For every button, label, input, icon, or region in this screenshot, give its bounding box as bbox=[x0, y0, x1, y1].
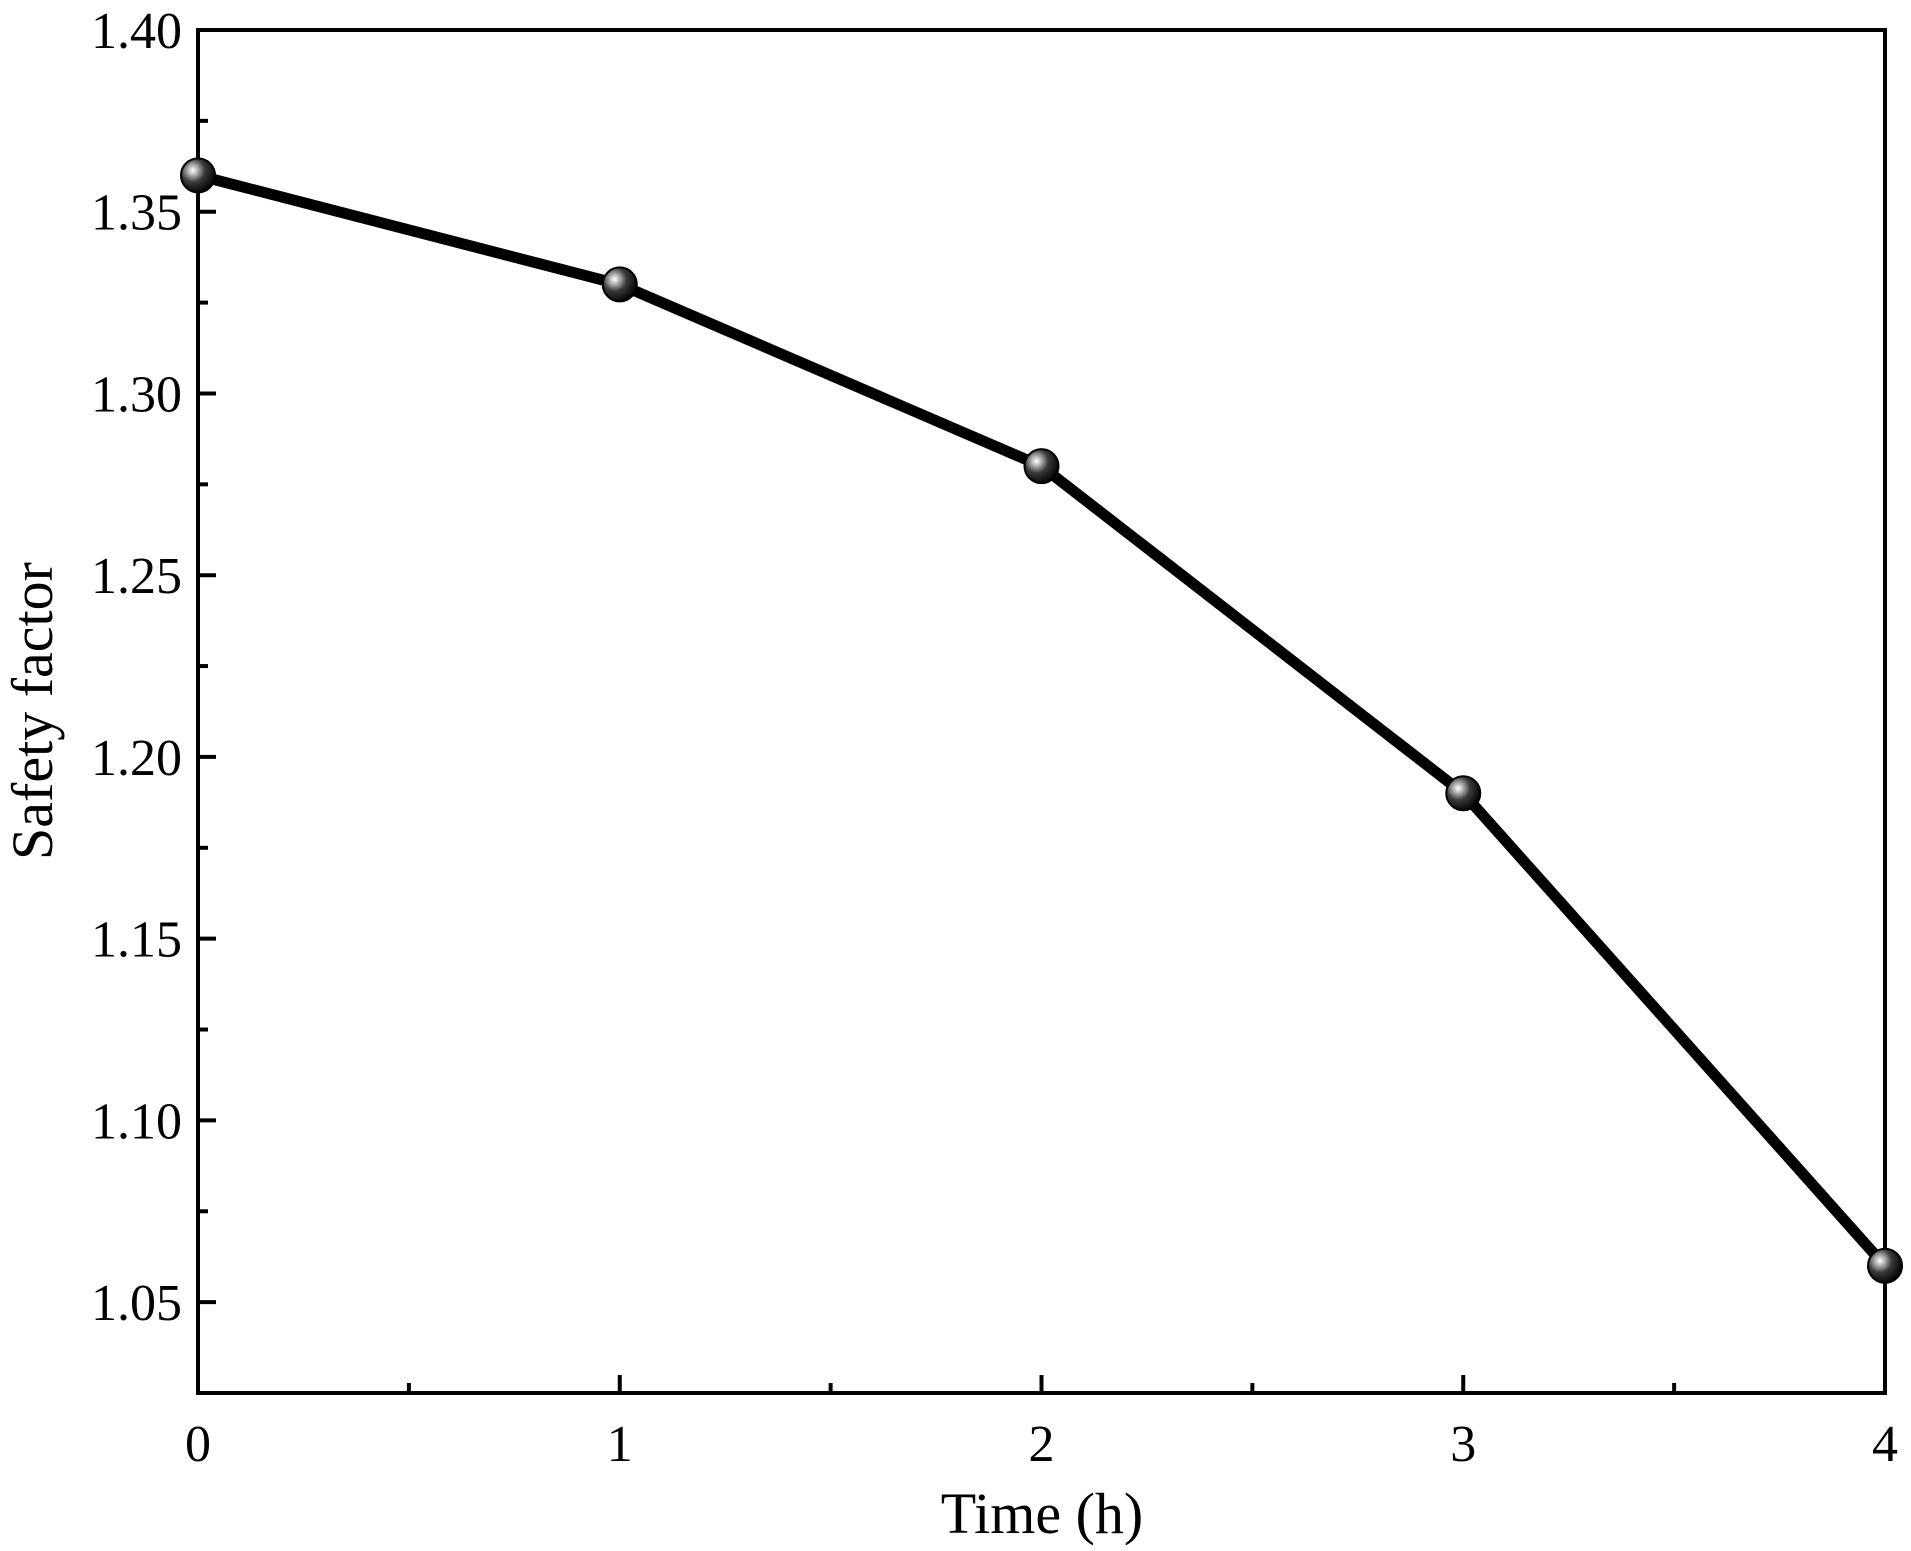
y-tick-label: 1.10 bbox=[91, 1093, 182, 1150]
data-point bbox=[601, 266, 638, 303]
y-tick-label: 1.25 bbox=[91, 548, 182, 605]
x-tick-label: 2 bbox=[1029, 1416, 1055, 1473]
y-tick-label: 1.05 bbox=[91, 1275, 182, 1332]
axis-tick-labels: 0 1 2 3 4 1.05 1.10 1.15 1.20 1.25 1.30 1.35 1.40 bbox=[91, 3, 1898, 1473]
y-tick-label: 1.30 bbox=[91, 366, 182, 423]
data-point bbox=[1023, 448, 1060, 485]
series-group bbox=[180, 157, 1903, 1284]
y-tick-label: 1.40 bbox=[91, 3, 182, 60]
data-point bbox=[1867, 1247, 1903, 1284]
x-axis-title: Time (h) bbox=[941, 1481, 1144, 1546]
plot-frame bbox=[196, 28, 1887, 1395]
x-tick-label: 4 bbox=[1872, 1416, 1898, 1473]
data-point bbox=[1445, 775, 1482, 812]
series-line bbox=[192, 169, 1891, 1272]
y-tick-label: 1.35 bbox=[91, 185, 182, 242]
y-tick-label: 1.15 bbox=[91, 912, 182, 969]
axis-ticks bbox=[196, 28, 1887, 1393]
data-point bbox=[180, 157, 216, 194]
x-tick-label: 1 bbox=[607, 1416, 633, 1473]
y-tick-label: 1.20 bbox=[91, 730, 182, 787]
x-tick-label: 0 bbox=[185, 1416, 211, 1473]
x-tick-label: 3 bbox=[1450, 1416, 1476, 1473]
y-axis-title: Safety factor bbox=[0, 562, 65, 860]
